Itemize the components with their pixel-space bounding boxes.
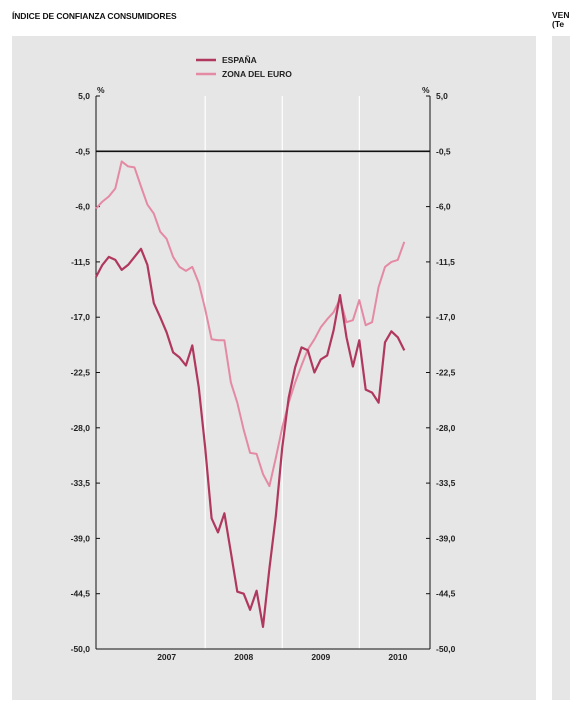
y-tick-label-left: -6,0 [75,202,90,212]
consumer-confidence-chart: %% 5,0 5,0 -0,5 -0,5 -6,0 -6,0 -11,5 -11,5 -17,0… [12,36,536,700]
y-tick-label-right: -28,0 [436,423,456,433]
second-chart-panel [552,36,570,700]
y-axis-ticks: 5,0 5,0 -0,5 -0,5 -6,0 -6,0 -11,5 -11,5 -17,0 -17… [71,91,456,654]
y-tick-label-left: -50,0 [71,644,91,654]
y-tick-label-right: -0,5 [436,146,451,156]
y-tick-label-left: -33,5 [71,478,91,488]
second-chart-title: VEN (Te [552,11,570,29]
y-tick-label-right: -50,0 [436,644,456,654]
chart-series [95,160,406,629]
y-tick-label-right: -39,0 [436,533,456,543]
chart-panel: %% 5,0 5,0 -0,5 -0,5 -6,0 -6,0 -11,5 -11,5 -17,0… [12,36,536,700]
y-tick-label-left: -28,0 [71,423,91,433]
y-tick-label-left: -39,0 [71,533,91,543]
x-tick-label-2008: 2008 [234,652,253,662]
y-tick-label-left: -22,5 [71,368,91,378]
y-tick-label-left: -0,5 [75,146,90,156]
y-tick-label-right: -22,5 [436,368,456,378]
legend-label-zona-euro: ZONA DEL EURO [222,69,292,79]
chart-background [12,36,536,700]
x-tick-label-2009: 2009 [311,652,330,662]
y-tick-label-right: 5,0 [436,91,448,101]
y-unit-label-left: % [97,85,105,95]
chart-grid [204,96,360,649]
y-tick-label-right: -33,5 [436,478,456,488]
chart-legend: ESPAÑA ZONA DEL EURO [196,55,292,79]
y-tick-label-right: -6,0 [436,202,451,212]
second-chart-title-line2: (Te [552,19,565,29]
y-tick-label-left: -17,0 [71,312,91,322]
x-axis-ticks: 2007 2008 2009 2010 [157,652,407,662]
y-tick-label-right: -44,5 [436,589,456,599]
x-tick-label-2007: 2007 [157,652,176,662]
y-tick-label-right: -11,5 [436,257,455,267]
y-tick-label-right: -17,0 [436,312,456,322]
chart-title: ÍNDICE DE CONFIANZA CONSUMIDORES [12,11,177,21]
series-line-zona-euro [95,160,406,488]
series-line-espana [95,247,406,629]
y-unit-label-right: % [422,85,430,95]
y-tick-label-left: -11,5 [71,257,90,267]
y-tick-label-left: -44,5 [71,589,91,599]
second-chart-title-line1: VEN [552,11,570,20]
legend-label-espana: ESPAÑA [222,55,257,65]
x-tick-label-2010: 2010 [388,652,407,662]
y-tick-label-left: 5,0 [78,91,90,101]
